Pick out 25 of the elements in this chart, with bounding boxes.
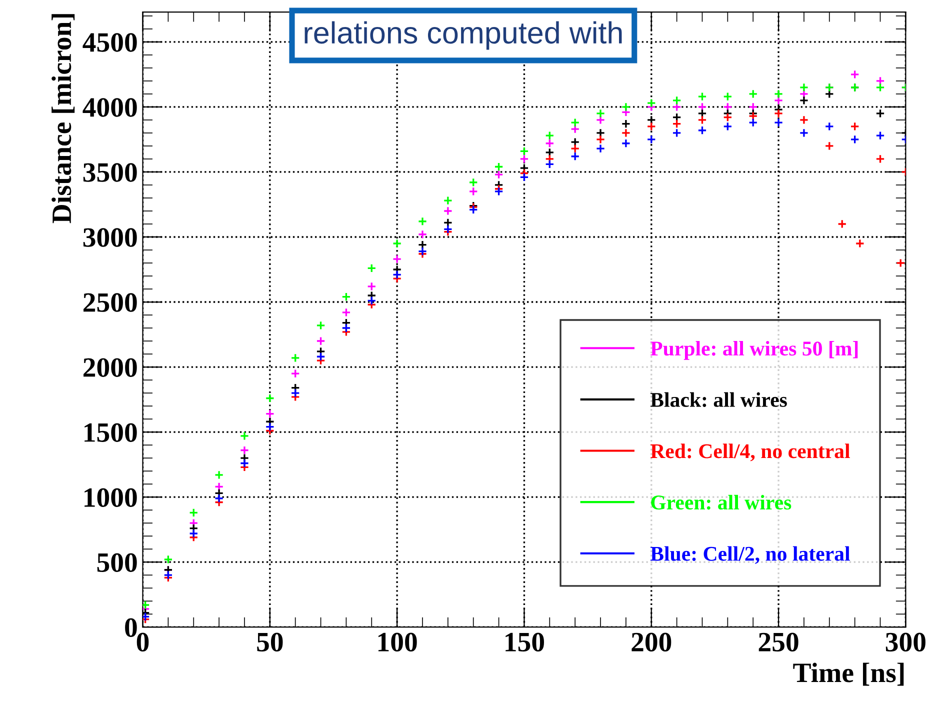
x-axis-title: Time [ns] bbox=[793, 662, 904, 686]
y-tick-label: 4000 bbox=[82, 98, 137, 117]
y-axis-title: Distance [micron] bbox=[52, 14, 75, 224]
x-tick-label: 150 bbox=[506, 632, 544, 652]
legend-label: Purple: all wires 50 [m] bbox=[650, 340, 858, 360]
y-tick-label: 2000 bbox=[84, 358, 137, 377]
x-tick-label: 100 bbox=[378, 632, 417, 652]
y-tick-label: 2500 bbox=[84, 293, 137, 312]
legend-label: Green: all wires bbox=[651, 494, 792, 510]
y-tick-label: 3500 bbox=[83, 163, 137, 182]
x-tick-label: 200 bbox=[632, 632, 672, 652]
x-tick-label: 0 bbox=[136, 632, 149, 652]
annotation: relations computed with bbox=[304, 21, 622, 50]
x-tick-label: 250 bbox=[758, 632, 798, 652]
legend-label: Blue: Cell/2, no lateral bbox=[650, 546, 850, 564]
x-tick-label: 300 bbox=[886, 632, 926, 652]
x-tick-label: 50 bbox=[257, 632, 283, 652]
y-tick-label: 3000 bbox=[83, 228, 137, 247]
legend-label: Black: all wires bbox=[650, 392, 787, 408]
y-tick-label: 1000 bbox=[84, 488, 137, 507]
y-tick-label: 500 bbox=[97, 553, 137, 572]
legend-label: Red: Cell/4, no central bbox=[650, 444, 850, 462]
y-tick-label: 1500 bbox=[84, 423, 137, 442]
y-tick-label: 4500 bbox=[82, 33, 137, 52]
y-tick-label: 0 bbox=[125, 618, 137, 638]
